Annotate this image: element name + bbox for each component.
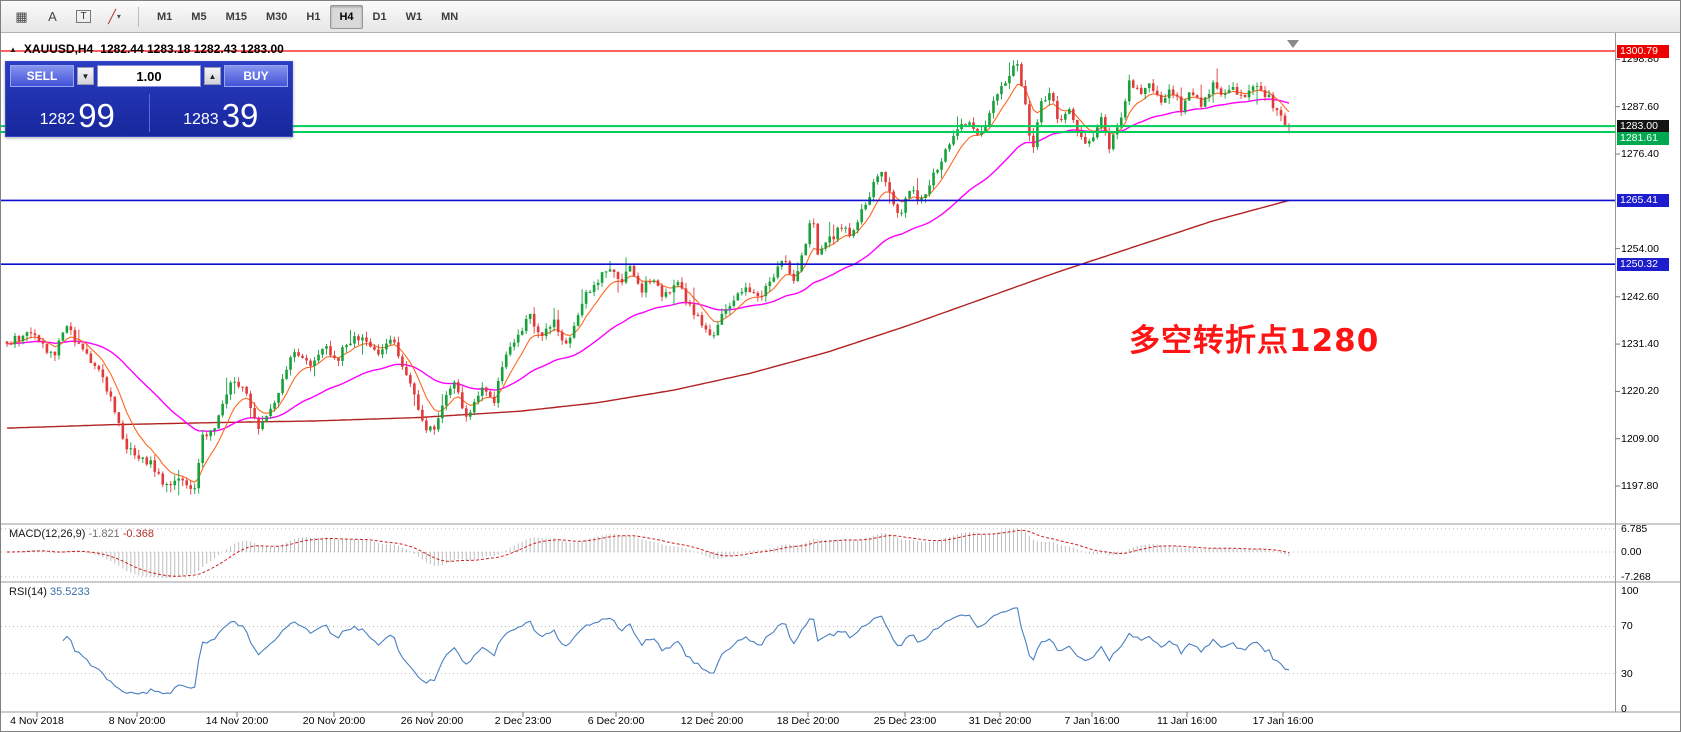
price-axis-label: 1220.20 (1621, 385, 1659, 398)
symbol-timeframe: XAUUSD,H4 (23, 42, 94, 56)
macd-axis-label: 6.785 (1621, 522, 1648, 535)
panel-separators (1, 33, 1680, 713)
macd-level-lines (1, 528, 1615, 578)
trade-prices-row: 1282 99 1283 39 (6, 91, 292, 135)
macd-value-1: -1.821 (88, 528, 120, 540)
time-axis-label: 4 Nov 2018 (10, 715, 64, 727)
time-axis-label: 8 Nov 20:00 (108, 715, 166, 727)
volume-decrease-button[interactable]: ▼ (77, 67, 94, 85)
crosshair-grid-icon[interactable]: ▦ (15, 9, 28, 24)
timeframe-m15[interactable]: M15 (225, 10, 247, 23)
buy-button[interactable]: BUY (224, 65, 288, 87)
timeframe-mn[interactable]: MN (441, 10, 459, 23)
toolbar-separator (138, 6, 139, 27)
trendline-icon[interactable]: ╱ ▾ (108, 9, 121, 24)
macd-axis-label: 0.00 (1621, 546, 1642, 558)
axis-ticks (36, 58, 1620, 717)
symbol-marker-icon: ▲ (9, 44, 17, 54)
price-badge: 1300.79 (1617, 44, 1669, 58)
ask-price-small: 1283 (183, 111, 219, 128)
macd-value-2: -0.368 (122, 528, 154, 540)
ma-slow-line (6, 199, 1290, 429)
volume-input[interactable]: 1.00 (97, 65, 201, 87)
ohlc-values: 1282.44 1283.18 1282.43 1283.00 (100, 42, 284, 56)
ma-fast-line (6, 83, 1290, 483)
chart-annotation: 多空转折点1280 (1129, 323, 1380, 359)
price-badge: 1281.61 (1617, 132, 1669, 145)
rsi-line (62, 607, 1290, 695)
time-axis-label: 25 Dec 23:00 (873, 715, 937, 727)
timeframe-m5[interactable]: M5 (191, 10, 207, 23)
time-axis-label: 18 Dec 20:00 (776, 715, 840, 727)
time-axis-label: 17 Jan 16:00 (1252, 715, 1314, 727)
price-axis-label: 1231.40 (1621, 338, 1659, 351)
timeframe-w1[interactable]: W1 (405, 10, 423, 23)
rsi-axis-label: 70 (1621, 620, 1633, 633)
price-axis-label: 1276.40 (1621, 148, 1659, 161)
rsi-label: RSI(14) 35.5233 (9, 586, 90, 598)
time-axis-label: 20 Nov 20:00 (302, 715, 366, 727)
price-axis-label: 1242.60 (1621, 290, 1659, 303)
time-axis-label: 2 Dec 23:00 (494, 715, 552, 727)
rsi-axis-label: 0 (1621, 703, 1627, 715)
time-axis-label: 26 Nov 20:00 (400, 715, 464, 727)
candlestick-series (5, 60, 1291, 496)
timeframe-h1[interactable]: H1 (306, 10, 321, 23)
ask-price: 1283 39 (150, 91, 293, 135)
rsi-value: 35.5233 (49, 586, 90, 598)
price-shift-marker (1287, 40, 1299, 48)
rsi-level-lines (1, 625, 1615, 675)
price-badge: 1265.41 (1617, 193, 1669, 207)
one-click-trade-panel: SELL ▼ 1.00 ▲ BUY 1282 99 1283 39 (5, 61, 293, 137)
text-label-icon[interactable]: A (48, 9, 57, 24)
time-axis-label: 12 Dec 20:00 (680, 715, 744, 727)
chart-canvas[interactable] (1, 33, 1681, 732)
time-axis-label: 11 Jan 16:00 (1157, 715, 1217, 727)
rsi-name: RSI(14) (9, 586, 47, 598)
time-axis-label: 7 Jan 16:00 (1064, 715, 1120, 727)
price-axis-label: 1209.00 (1621, 432, 1659, 445)
bid-price-big: 99 (78, 97, 115, 135)
price-axis-label: 1197.80 (1621, 480, 1659, 492)
rsi-axis-label: 30 (1621, 667, 1633, 680)
ask-price-big: 39 (221, 97, 259, 135)
macd-label: MACD(12,26,9) -1.821 -0.368 (9, 528, 154, 540)
volume-increase-button[interactable]: ▲ (204, 67, 221, 85)
timeframe-h4[interactable]: H4 (330, 4, 363, 29)
timeframe-m1[interactable]: M1 (157, 10, 173, 23)
toolbar: ▦ A T ╱ ▾ M1 M5 M15 M30 H1 H4 D1 W1 MN (1, 1, 1680, 33)
horizontal-price-lines (1, 50, 1615, 265)
rsi-axis-label: 100 (1621, 585, 1639, 598)
price-axis-label: 1287.60 (1621, 100, 1659, 113)
price-axis-label: 1254.00 (1621, 242, 1659, 255)
trade-controls-row: SELL ▼ 1.00 ▲ BUY (6, 62, 292, 90)
sell-button[interactable]: SELL (10, 65, 74, 87)
macd-name: MACD(12,26,9) (9, 528, 86, 540)
macd-axis-label: -7.268 (1621, 570, 1651, 583)
timeframe-d1[interactable]: D1 (372, 10, 387, 23)
time-axis-label: 14 Nov 20:00 (205, 715, 269, 727)
time-axis-label: 6 Dec 20:00 (587, 715, 645, 727)
timeframe-m30[interactable]: M30 (265, 10, 288, 23)
price-badge: 1283.00 (1617, 119, 1669, 133)
bid-price-small: 1282 (39, 111, 76, 128)
trade-panel-divider (148, 94, 150, 132)
ma-medium-line (6, 98, 1290, 432)
time-axis-label: 31 Dec 20:00 (968, 715, 1032, 727)
macd-histogram (10, 527, 1290, 578)
bid-price: 1282 99 (6, 91, 149, 135)
chart-title: ▲ XAUUSD,H4 1282.44 1283.18 1282.43 1283… (9, 42, 284, 56)
macd-signal-line (7, 529, 1290, 577)
dropdown-arrow-icon: ▾ (116, 12, 121, 21)
price-badge: 1250.32 (1617, 257, 1669, 271)
text-box-icon[interactable]: T (69, 4, 98, 30)
timeframe-group: M1 M5 M15 M30 H1 H4 D1 W1 MN (148, 4, 467, 29)
toolbar-icons: ▦ A T ╱ ▾ (7, 4, 129, 30)
